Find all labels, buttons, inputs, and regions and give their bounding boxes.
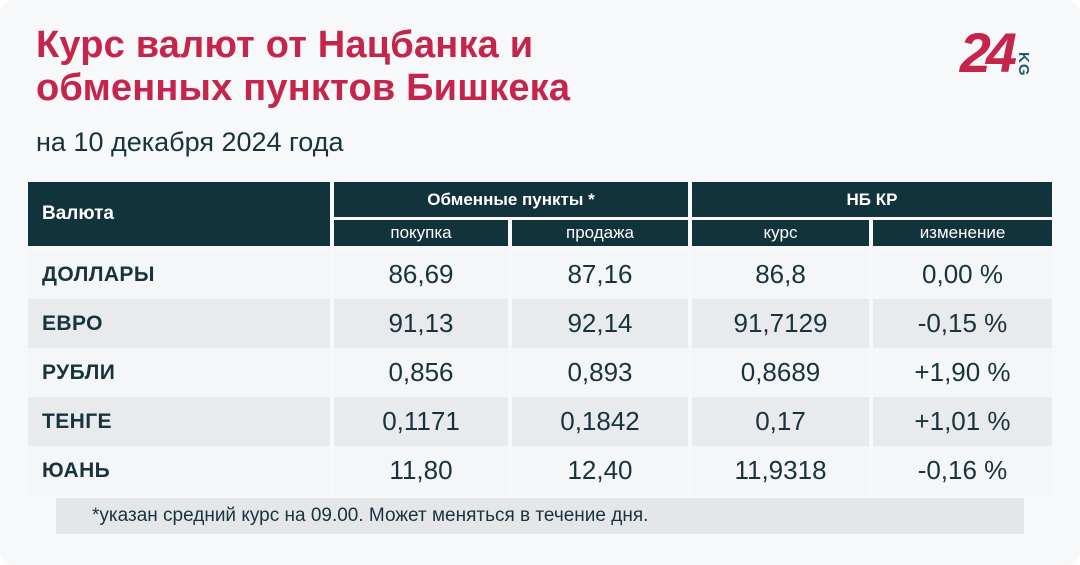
table-body: ДОЛЛАРЫ 86,69 87,16 86,8 0,00 % ЕВРО 91,… <box>28 249 1052 495</box>
table-cell-change: -0,15 % <box>873 298 1052 348</box>
table-cell-sell: 92,14 <box>512 298 688 348</box>
rates-table: Валюта Обменные пункты * НБ КР покупка п… <box>28 181 1052 534</box>
table-cell-sell: 0,1842 <box>512 396 688 446</box>
table-cell-buy: 0,1171 <box>334 396 508 446</box>
table-cell-buy: 0,856 <box>334 347 508 397</box>
table-cell-change: -0,16 % <box>873 445 1052 495</box>
header-cell-sell: продажа <box>512 219 688 246</box>
table-cell-rate: 11,9318 <box>692 445 869 495</box>
table-cell-buy: 11,80 <box>334 445 508 495</box>
page-title-line1: Курс валют от Нацбанка и <box>36 24 534 66</box>
table-cell-rate: 91,7129 <box>692 298 869 348</box>
table-cell-rate: 0,17 <box>692 396 869 446</box>
header-group-nbkr: НБ КР <box>692 181 1052 217</box>
table-row-currency-name: ЮАНЬ <box>28 445 330 495</box>
table-cell-sell: 12,40 <box>512 445 688 495</box>
header: Курс валют от Нацбанка и обменных пункто… <box>0 0 1080 158</box>
page-title-line2: обменных пунктов Бишкека <box>36 66 571 109</box>
page-title: Курс валют от Нацбанка и обменных пункто… <box>36 24 570 110</box>
footnote: *указан средний курс на 09.00. Может мен… <box>56 497 1024 534</box>
table-cell-rate: 0,8689 <box>692 347 869 397</box>
table-row-currency-name: ДОЛЛАРЫ <box>28 249 330 299</box>
table-cell-change: +1,01 % <box>873 396 1052 446</box>
table-cell-sell: 0,893 <box>512 347 688 397</box>
table-cell-sell: 87,16 <box>512 249 688 299</box>
table-cell-change: 0,00 % <box>873 249 1052 299</box>
table-row-currency-name: ЕВРО <box>28 298 330 348</box>
logo-24-icon: 24 <box>959 21 1017 84</box>
header-cell-buy: покупка <box>334 219 508 246</box>
logo-24kg: 24 KG <box>959 21 1032 84</box>
table-cell-rate: 86,8 <box>692 249 869 299</box>
table-row-currency-name: РУБЛИ <box>28 347 330 397</box>
table-cell-change: +1,90 % <box>873 347 1052 397</box>
header-cell-rate: курс <box>692 219 869 246</box>
header-cell-change: изменение <box>873 219 1052 246</box>
logo-kg-label: KG <box>1015 51 1032 77</box>
title-block: Курс валют от Нацбанка и обменных пункто… <box>36 24 570 158</box>
table-header: Валюта Обменные пункты * НБ КР покупка п… <box>28 181 1052 246</box>
table-cell-buy: 86,69 <box>334 249 508 299</box>
table-cell-buy: 91,13 <box>334 298 508 348</box>
header-group-exchange-points: Обменные пункты * <box>334 181 688 217</box>
table-row-currency-name: ТЕНГЕ <box>28 396 330 446</box>
date-subtitle: на 10 декабря 2024 года <box>36 126 344 157</box>
header-cell-currency: Валюта <box>28 181 330 246</box>
